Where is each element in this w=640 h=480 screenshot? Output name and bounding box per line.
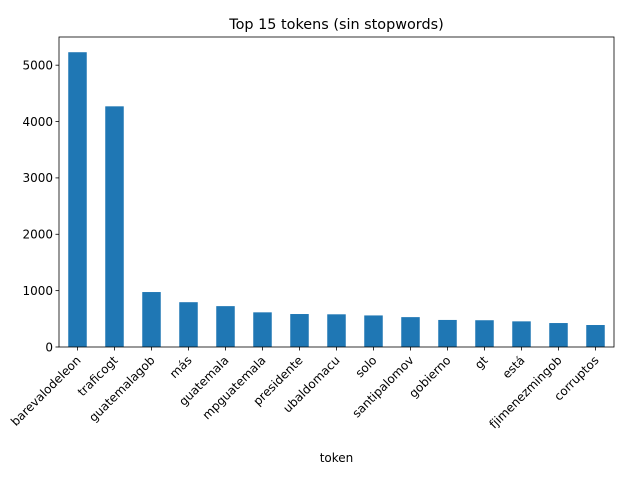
bar-1 <box>105 106 124 347</box>
x-tick-label-11: gt <box>472 353 491 372</box>
bars-group <box>68 52 605 348</box>
x-tick-label-3: más <box>167 353 195 381</box>
bar-9 <box>401 317 420 347</box>
x-axis-label: token <box>320 451 354 465</box>
bar-14 <box>586 325 605 347</box>
chart-title: Top 15 tokens (sin stopwords) <box>228 17 443 33</box>
bar-0 <box>68 52 87 348</box>
x-tick-label-2: guatemalagob <box>86 353 157 424</box>
bar-8 <box>364 315 383 347</box>
y-tick-label-1: 1000 <box>22 284 53 298</box>
plot-frame <box>58 36 615 348</box>
bar-4 <box>216 306 235 347</box>
bar-2 <box>142 292 161 347</box>
bar-7 <box>327 314 346 347</box>
bar-11 <box>475 320 494 347</box>
y-tick-label-4: 4000 <box>22 115 53 129</box>
y-axis: 0 1000 2000 3000 4000 5000 <box>22 58 59 354</box>
bar-5 <box>253 312 272 347</box>
x-tick-label-8: solo <box>353 353 380 380</box>
x-tick-label-12: está <box>500 353 528 381</box>
y-tick-label-0: 0 <box>45 340 53 354</box>
y-tick-label-2: 2000 <box>22 228 53 242</box>
bar-13 <box>549 323 568 347</box>
bar-10 <box>438 319 457 347</box>
bar-3 <box>179 302 198 347</box>
bar-12 <box>512 321 531 347</box>
x-tick-label-5: mpguatemala <box>200 353 269 422</box>
y-tick-label-5: 5000 <box>22 58 53 72</box>
x-tick-label-0: barevalodeleon <box>8 353 84 429</box>
y-tick-label-3: 3000 <box>22 171 53 185</box>
bar-6 <box>290 314 309 347</box>
